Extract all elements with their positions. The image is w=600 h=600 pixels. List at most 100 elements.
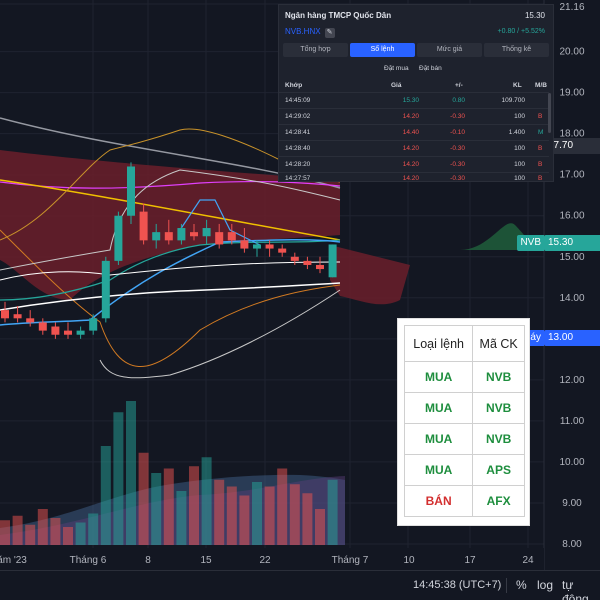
time-tick-label: ăm '23: [0, 555, 27, 566]
volume-bar: [63, 527, 73, 545]
volume-bar: [126, 401, 136, 545]
volume-bar: [88, 513, 99, 545]
candle-body: [1, 310, 9, 319]
sub-header-sell: Đặt bán: [419, 65, 442, 72]
price-tag-last-label: NVB: [517, 235, 544, 251]
time-tick-label: 15: [200, 555, 212, 566]
time-axis: ăm '23 Tháng 6 8 15 22 Tháng 7 10 17 24: [0, 548, 544, 570]
price-tick-label: 19.00: [559, 88, 584, 99]
price-tick-label: 8.00: [562, 539, 582, 550]
price-tick-label: 10.00: [559, 457, 584, 468]
trade-row: 14:28:40 14.20 -0.30 100 B: [279, 140, 549, 156]
candle-body: [101, 260, 110, 319]
trade-change: -0.30: [450, 113, 465, 120]
order-code: NVB: [472, 423, 525, 455]
tab-price-levels[interactable]: Mức giá: [417, 43, 482, 57]
volume-bar: [327, 479, 338, 545]
candle-body: [13, 314, 22, 319]
candle-body: [253, 244, 261, 249]
volume-bar: [151, 473, 162, 545]
volume-bar: [163, 468, 174, 545]
time-tick-label: 24: [522, 555, 534, 566]
col-price: Giá: [391, 82, 402, 89]
order-type: MUA: [403, 392, 474, 424]
time-tick-label: 22: [259, 555, 271, 566]
trade-side: B: [538, 113, 543, 120]
candle-body: [89, 318, 98, 331]
price-tag-support-value: 13.00: [548, 332, 574, 343]
panel-scrollbar[interactable]: [548, 93, 551, 133]
sma-100-line: [0, 180, 341, 189]
bottom-toolbar: 14:45:38 (UTC+7) % log tự động: [0, 570, 600, 600]
price-tick-label: 16.00: [559, 211, 584, 222]
trade-row: 14:29:02 14.20 -0.30 100 B: [279, 108, 549, 124]
sma-50-line: [0, 179, 341, 241]
candle-body: [64, 330, 72, 335]
order-row: MUA NVB: [403, 392, 525, 424]
volume-bar: [226, 486, 237, 545]
trade-side: B: [538, 145, 543, 152]
order-row: BÁN AFX: [403, 485, 525, 517]
trade-change: -0.30: [450, 161, 465, 168]
senkou-line: [179, 199, 261, 246]
col-volume: KL: [513, 82, 522, 89]
tab-statistics[interactable]: Thống kê: [484, 43, 549, 57]
log-scale-toggle[interactable]: log: [537, 578, 554, 592]
bollinger-lower-outer: [0, 229, 341, 367]
edit-icon[interactable]: ✎: [324, 28, 335, 38]
auto-scale-toggle[interactable]: tự động: [562, 578, 589, 600]
sub-header-buy: Đặt mua: [384, 65, 409, 72]
candle-body: [265, 244, 274, 249]
order-row: MUA NVB: [403, 423, 525, 455]
order-type: MUA: [403, 454, 474, 486]
quote-symbol[interactable]: NVB.HNX ✎: [285, 27, 335, 38]
time-tick-label: 10: [403, 555, 415, 566]
order-code: AFX: [472, 485, 525, 517]
volume-bar: [75, 522, 86, 545]
price-tick-label: 12.00: [559, 375, 584, 386]
trade-change: -0.30: [450, 145, 465, 152]
trade-price: 14.20: [402, 145, 419, 152]
time-tick-label: Tháng 6: [70, 555, 107, 566]
volume-bar: [315, 509, 325, 545]
price-tick-label: 21.16: [559, 2, 584, 13]
time-tick-label: 17: [464, 555, 476, 566]
quote-symbol-text[interactable]: NVB.HNX: [285, 27, 321, 36]
price-tick-label: 11.00: [560, 416, 585, 427]
trade-side: B: [538, 161, 543, 168]
candle-body: [26, 318, 35, 323]
volume-bar: [12, 515, 23, 545]
col-change: +/-: [455, 82, 463, 89]
clock[interactable]: 14:45:38 (UTC+7): [413, 579, 502, 591]
price-tick-label: 15.00: [559, 252, 584, 263]
tab-order-book[interactable]: Sổ lệnh: [350, 43, 415, 57]
price-tick-label: 20.00: [559, 47, 584, 58]
bollinger-lower-line: [99, 289, 341, 379]
price-tick-label: 14.00: [559, 293, 584, 304]
order-table: Loại lệnh Mã CK MUA NVB MUA NVB MUA NVB …: [403, 325, 525, 517]
divider: [506, 578, 507, 593]
price-tag-last: NVB 15.30: [517, 235, 600, 251]
order-table-card: Loại lệnh Mã CK MUA NVB MUA NVB MUA NVB …: [397, 318, 530, 526]
company-name: Ngân hàng TMCP Quốc Dân: [285, 11, 392, 20]
tab-summary[interactable]: Tổng hợp: [283, 43, 348, 57]
trade-row: 14:45:09 15.30 0.80 109.700: [279, 92, 549, 108]
trade-volume: 100: [514, 145, 525, 152]
candle-body: [215, 232, 224, 245]
trade-volume: 100: [514, 161, 525, 168]
time-tick-label: Tháng 7: [332, 555, 369, 566]
trade-price: 14.40: [402, 129, 419, 136]
order-type: BÁN: [403, 485, 474, 517]
trade-side: M: [538, 129, 544, 136]
candle-body: [316, 264, 324, 270]
trade-volume: 1.400: [508, 129, 525, 136]
order-header-type: Loại lệnh: [403, 325, 474, 362]
volume-bar: [176, 491, 187, 545]
volume-bar: [289, 484, 300, 545]
candle-body: [303, 260, 312, 265]
bollinger-upper-line: [0, 169, 341, 271]
percent-scale-toggle[interactable]: %: [516, 578, 527, 592]
price-tag-support: Đáy 13.00: [520, 330, 600, 346]
candle-body: [202, 228, 211, 237]
